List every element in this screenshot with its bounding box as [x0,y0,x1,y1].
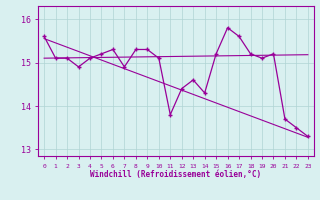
X-axis label: Windchill (Refroidissement éolien,°C): Windchill (Refroidissement éolien,°C) [91,170,261,179]
